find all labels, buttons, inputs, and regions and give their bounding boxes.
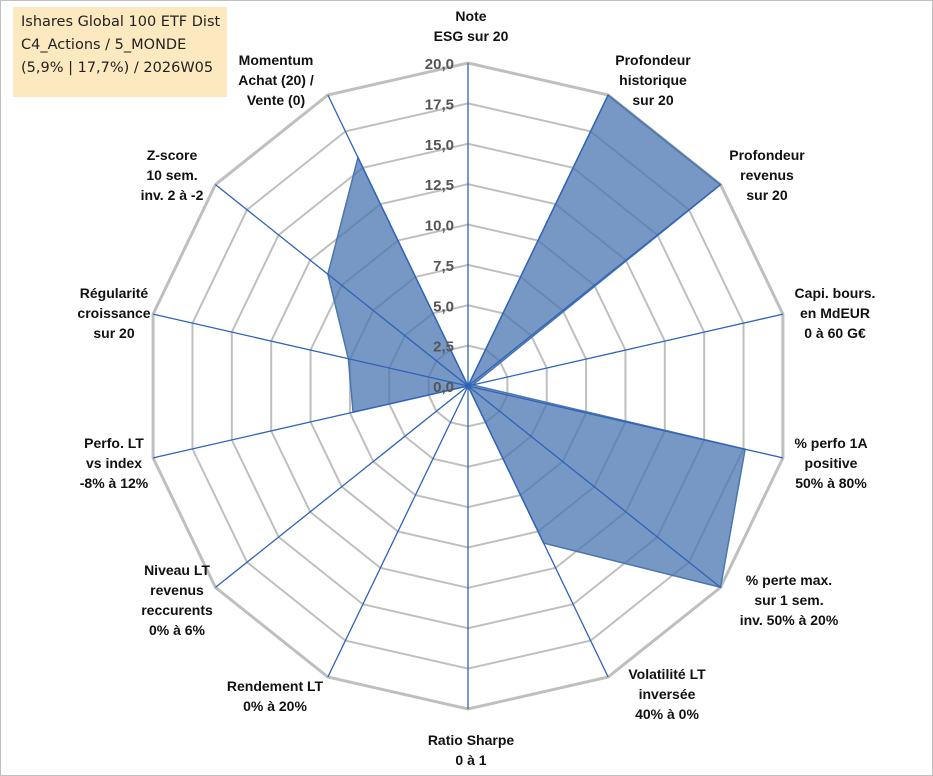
axis-line: [327, 94, 469, 387]
axis-line: [327, 385, 469, 678]
tick-layer: 0,0 2,5 5,0 7,5 10,0 12,5 15,0 17,5 20,0: [425, 56, 454, 396]
axis-label: Momentum Achat (20) / Vente (0): [238, 50, 313, 110]
axis-line: [152, 385, 469, 459]
axis-label-line: revenus: [740, 167, 794, 183]
axis-line: [215, 385, 469, 588]
axis-label-line: Vente (0): [246, 92, 306, 108]
axis-label: Note ESG sur 20: [434, 6, 509, 46]
axis-label-line: % perte max.: [745, 572, 833, 588]
axis-label-line: sur 20: [93, 325, 135, 341]
axis-label-line: 0% à 20%: [243, 698, 307, 714]
tick-label: 10,0: [425, 218, 454, 235]
tick-label: 15,0: [425, 137, 454, 154]
axis-line: [215, 184, 469, 387]
series-area: [327, 93, 746, 589]
tick-label: 12,5: [425, 177, 454, 194]
axis-label-line: 40% à 0%: [635, 706, 699, 722]
axis-label-line: Perfo. LT: [84, 435, 144, 451]
axis-label-line: Momentum: [238, 52, 314, 68]
axis-label-line: 0 à 1: [455, 752, 487, 768]
axis-label-line: 0% à 6%: [148, 622, 206, 638]
tick-label: 2,5: [433, 339, 454, 356]
axis-label-line: Achat (20) /: [238, 72, 314, 88]
axis-line: [467, 184, 721, 387]
axis-label-line: historique: [619, 72, 687, 88]
axis-label-line: 0 à 60 G€: [804, 325, 866, 341]
axis-label: % perfo 1A positive 50% à 80%: [794, 433, 867, 493]
tick-label: 20,0: [425, 56, 454, 73]
axis-label-line: positive: [804, 455, 858, 471]
axis-line: [467, 94, 609, 387]
axis-label-line: % perfo 1A: [794, 435, 868, 451]
axis-label-line: revenus: [150, 582, 204, 598]
axis-label-line: Capi. bours.: [794, 285, 876, 301]
info-line-fund: Ishares Global 100 ETF Dist: [21, 14, 221, 30]
axis-line: [467, 385, 609, 678]
axis-line: [467, 313, 784, 387]
axis-label: Capi. bours. en MdEUR 0 à 60 G€: [795, 283, 876, 343]
axis-label: Régularité croissance sur 20: [77, 283, 150, 343]
axis-label-line: Niveau LT: [144, 562, 210, 578]
info-line-category: C4_Actions / 5_MONDE: [21, 37, 187, 53]
axis-label-line: en MdEUR: [800, 305, 870, 321]
axis-label-line: inv. 50% à 20%: [739, 612, 839, 628]
tick-label: 5,0: [433, 298, 454, 315]
axis-label-line: Note: [455, 8, 487, 24]
axis-label: Profondeur revenus sur 20: [729, 145, 804, 205]
axis-label-line: 10 sem.: [146, 167, 198, 183]
info-line-stats: (5,9% | 17,7%) / 2026W05: [21, 60, 214, 76]
axis-label: Perfo. LT vs index -8% à 12%: [80, 433, 148, 493]
axis-layer: [152, 63, 784, 709]
axis-label-line: Volatilité LT: [628, 666, 706, 682]
tick-label: 17,5: [425, 96, 454, 113]
axis-label-line: Profondeur: [615, 52, 691, 68]
axis-label-line: vs index: [85, 455, 143, 471]
axis-label-line: Ratio Sharpe: [427, 732, 515, 748]
axis-label: Niveau LT revenus reccurents 0% à 6%: [141, 560, 213, 640]
series-layer: [327, 93, 746, 589]
axis-label: % perte max. sur 1 sem. inv. 50% à 20%: [740, 570, 839, 630]
info-box: Ishares Global 100 ETF Dist C4_Actions /…: [13, 7, 227, 97]
axis-label: Z-score 10 sem. inv. 2 à -2: [141, 145, 204, 205]
axis-label-line: Profondeur: [729, 147, 805, 163]
axis-line: [152, 313, 469, 387]
axis-label-line: Rendement LT: [226, 678, 324, 694]
axis-label: Volatilité LT inversée 40% à 0%: [628, 664, 705, 724]
axis-label: Rendement LT 0% à 20%: [227, 676, 323, 716]
axis-label-line: -8% à 12%: [79, 475, 149, 491]
axis-label-line: 50% à 80%: [795, 475, 867, 491]
axis-label-line: sur 20: [746, 187, 788, 203]
axis-label-line: inv. 2 à -2: [140, 187, 204, 203]
axis-label-line: reccurents: [141, 602, 213, 618]
axis-label-line: sur 20: [632, 92, 674, 108]
axis-label-line: inversée: [638, 686, 696, 702]
axis-line: [467, 385, 721, 588]
tick-label: 7,5: [433, 258, 454, 275]
axis-label-line: Régularité: [79, 285, 149, 301]
axis-label-line: croissance: [77, 305, 151, 321]
axis-label-line: ESG sur 20: [433, 28, 509, 44]
axis-label-line: Z-score: [146, 147, 198, 163]
tick-label: 0,0: [433, 379, 454, 396]
axis-label-line: sur 1 sem.: [754, 592, 824, 608]
axis-line: [467, 385, 784, 459]
axis-label: Ratio Sharpe 0 à 1: [428, 730, 514, 770]
axis-label: Profondeur historique sur 20: [615, 50, 690, 110]
